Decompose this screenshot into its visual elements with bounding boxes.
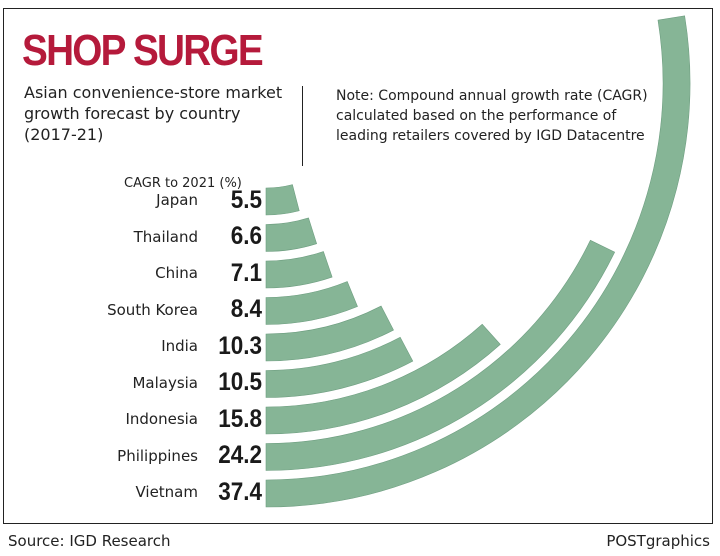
bar-row: China 7.1 bbox=[40, 258, 262, 288]
bar-japan bbox=[265, 184, 300, 216]
bar-india bbox=[265, 305, 394, 362]
source: Source: IGD Research bbox=[8, 532, 171, 550]
bar-south-korea bbox=[265, 281, 358, 325]
category-label: Thailand bbox=[133, 227, 198, 246]
category-label: Vietnam bbox=[135, 483, 198, 501]
value-label: 10.3 bbox=[218, 331, 262, 360]
bar-row: Japan 5.5 bbox=[40, 185, 262, 215]
chart-frame bbox=[3, 8, 713, 524]
category-label: Malaysia bbox=[132, 373, 198, 392]
category-label: Indonesia bbox=[125, 410, 198, 428]
divider bbox=[302, 86, 303, 166]
category-label: Philippines bbox=[117, 446, 198, 465]
chart-subtitle: Asian convenience-store market growth fo… bbox=[24, 83, 283, 144]
value-label: 37.4 bbox=[218, 477, 262, 506]
category-label: South Korea bbox=[107, 300, 198, 319]
value-label: 5.5 bbox=[230, 185, 262, 214]
value-label: 24.2 bbox=[218, 441, 262, 469]
value-label: 7.1 bbox=[230, 258, 262, 287]
bar-indonesia bbox=[265, 323, 501, 435]
bar-row: Vietnam 37.4 bbox=[40, 477, 262, 507]
category-label: Japan bbox=[156, 191, 198, 209]
bar-row: Philippines 24.2 bbox=[40, 441, 262, 471]
bar-row: Indonesia 15.8 bbox=[40, 404, 262, 434]
bar-thailand bbox=[265, 217, 318, 252]
chart-title: SHOP SURGE bbox=[22, 26, 264, 75]
chart-note: Note: Compound annual growth rate (CAGR)… bbox=[336, 88, 648, 144]
value-label: 8.4 bbox=[230, 295, 262, 323]
value-label: 10.5 bbox=[218, 368, 262, 396]
bar-row: Thailand 6.6 bbox=[40, 222, 262, 252]
value-label: 6.6 bbox=[230, 222, 262, 250]
category-label: India bbox=[161, 337, 198, 355]
value-label: 15.8 bbox=[218, 404, 262, 433]
bar-philippines bbox=[265, 239, 616, 471]
value-label-header: CAGR to 2021 (%) bbox=[124, 176, 242, 191]
bar-vietnam bbox=[265, 15, 691, 508]
bar-china bbox=[265, 251, 333, 289]
bar-row: South Korea 8.4 bbox=[40, 295, 262, 325]
bar-row: India 10.3 bbox=[40, 331, 262, 361]
credit: POSTgraphics bbox=[606, 532, 710, 550]
bar-row: Malaysia 10.5 bbox=[40, 368, 262, 398]
category-label: China bbox=[155, 264, 198, 282]
bar-malaysia bbox=[265, 336, 414, 398]
